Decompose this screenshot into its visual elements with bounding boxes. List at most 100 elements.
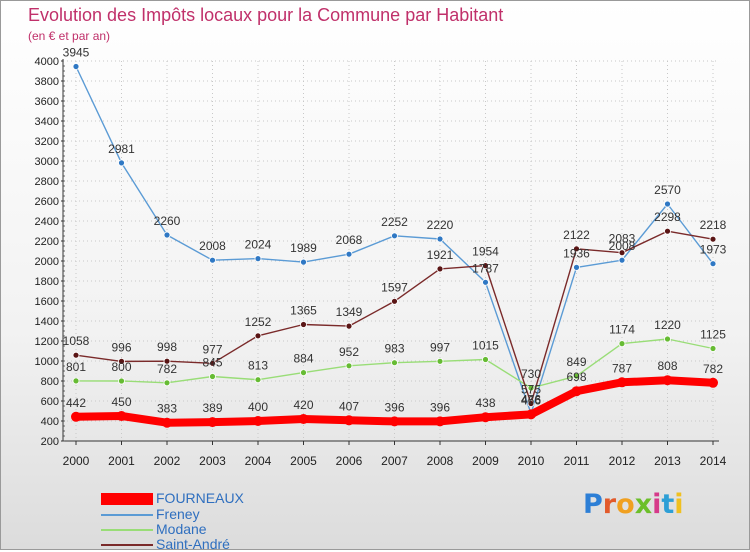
- x-tick-label: 2000: [63, 454, 90, 468]
- y-tick-label: 200: [41, 436, 59, 448]
- data-point: [571, 386, 582, 397]
- data-point: [391, 232, 398, 240]
- data-label: 977: [202, 342, 222, 356]
- data-label: 400: [248, 400, 268, 414]
- legend-label-fourneaux: FOURNEAUX: [156, 490, 244, 506]
- logo-letter: P: [583, 489, 603, 520]
- data-point: [300, 321, 307, 328]
- data-point: [207, 417, 218, 428]
- data-label: 849: [566, 355, 586, 369]
- data-label: 476: [521, 392, 541, 406]
- data-point: [72, 63, 80, 70]
- legend-swatch-modane: [101, 529, 153, 531]
- y-tick-label: 1000: [35, 356, 59, 368]
- data-label: 808: [657, 359, 677, 373]
- data-point: [436, 265, 444, 273]
- chart-title: Evolution des Impôts locaux pour la Comm…: [28, 5, 504, 25]
- data-point: [435, 416, 445, 427]
- data-label: 782: [157, 362, 177, 376]
- data-point: [662, 375, 673, 386]
- data-point: [618, 249, 626, 257]
- y-tick-label: 3000: [35, 156, 59, 168]
- data-label: 782: [703, 362, 723, 376]
- data-point: [163, 379, 171, 387]
- data-label: 1058: [63, 334, 90, 348]
- data-point: [209, 359, 216, 367]
- data-point: [163, 231, 171, 239]
- data-point: [664, 335, 671, 343]
- data-point: [71, 411, 81, 422]
- x-tick-label: 2002: [154, 454, 181, 468]
- proxiti-logo: Proxiti: [583, 489, 693, 525]
- data-label: 996: [111, 340, 131, 354]
- data-label: 2083: [609, 232, 636, 246]
- data-label: 1973: [700, 243, 727, 257]
- data-label: 2220: [427, 218, 454, 232]
- data-point: [391, 297, 398, 305]
- data-label: 1252: [245, 315, 272, 329]
- data-label: 1936: [563, 246, 590, 260]
- data-label: 1015: [472, 339, 499, 353]
- data-label: 575: [521, 383, 541, 397]
- data-label: 420: [293, 398, 313, 412]
- data-label: 450: [111, 395, 131, 409]
- data-label: 2008: [609, 239, 636, 253]
- logo-letter: o: [616, 489, 635, 520]
- x-tick-label: 2011: [564, 454, 590, 468]
- legend-swatch-saint-andre: [101, 544, 153, 546]
- data-point: [480, 412, 491, 423]
- data-point: [709, 345, 717, 352]
- data-point: [300, 369, 307, 377]
- data-point: [254, 255, 262, 263]
- data-point: [482, 278, 489, 286]
- data-point: [709, 260, 717, 268]
- x-tick-label: 2014: [700, 454, 727, 468]
- data-point: [163, 357, 171, 365]
- y-tick-label: 2200: [35, 236, 59, 248]
- data-point: [118, 357, 125, 365]
- data-point: [391, 359, 398, 367]
- logo-letter: i: [652, 489, 662, 520]
- data-label: 466: [521, 393, 541, 407]
- x-tick-label: 2012: [609, 454, 636, 468]
- logo-letter: i: [674, 489, 684, 520]
- data-point: [527, 384, 535, 392]
- data-point: [162, 417, 172, 428]
- data-label: 2218: [700, 218, 727, 232]
- x-tick-label: 2010: [518, 454, 545, 468]
- data-label: 998: [157, 340, 177, 354]
- data-label: 801: [66, 360, 86, 374]
- data-point: [617, 377, 627, 388]
- y-tick-label: 3600: [35, 96, 59, 108]
- x-tick-label: 2004: [245, 454, 272, 468]
- y-tick-label: 800: [41, 376, 59, 388]
- legend-label-modane: Modane: [156, 521, 207, 537]
- y-tick-label: 3400: [35, 116, 59, 128]
- data-label: 2008: [199, 239, 226, 253]
- data-label: 1921: [427, 248, 454, 262]
- data-label: 884: [293, 352, 313, 366]
- data-point: [345, 362, 353, 370]
- data-label: 2981: [108, 142, 135, 156]
- data-label: 389: [202, 401, 222, 415]
- data-point: [300, 258, 307, 266]
- data-label: 3945: [63, 46, 90, 60]
- logo-letter: x: [634, 489, 653, 520]
- data-label: 1787: [472, 261, 499, 275]
- y-tick-label: 600: [41, 396, 59, 408]
- y-tick-label: 1800: [35, 276, 59, 288]
- data-label: 1954: [472, 245, 499, 259]
- data-point: [573, 372, 580, 380]
- data-label: 1174: [609, 323, 635, 337]
- data-point: [618, 256, 626, 264]
- data-point: [482, 356, 489, 363]
- chart-subtitle: (en € et par an): [28, 29, 111, 43]
- y-tick-label: 400: [41, 416, 59, 428]
- data-label: 983: [384, 342, 404, 356]
- data-label: 1349: [336, 305, 363, 319]
- y-tick-label: 2800: [35, 176, 59, 188]
- data-label: 730: [521, 367, 541, 381]
- y-tick-label: 3800: [35, 76, 59, 88]
- legend-label-freney: Freney: [156, 506, 200, 522]
